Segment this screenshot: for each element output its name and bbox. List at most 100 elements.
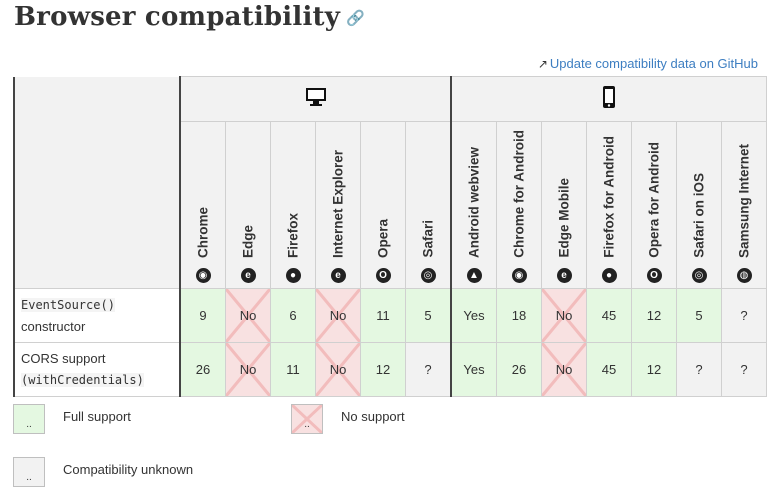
support-cell[interactable]: 5 [405, 288, 452, 343]
support-cell[interactable]: No [541, 342, 587, 397]
browser-header: Safari on iOS ◎ [676, 121, 722, 289]
support-value: 45 [601, 362, 617, 377]
support-cell[interactable]: ? [721, 288, 767, 343]
feature-code: EventSource() [21, 298, 115, 312]
legend-no-label: No support [341, 409, 405, 424]
support-cell[interactable]: 12 [631, 342, 677, 397]
support-value: 18 [511, 308, 527, 323]
support-value: No [555, 362, 573, 377]
support-cell[interactable]: 12 [631, 288, 677, 343]
support-cell[interactable]: 45 [586, 342, 632, 397]
support-cell[interactable]: ? [676, 342, 722, 397]
browser-header: Samsung Internet ◍ [721, 121, 767, 289]
platform-desktop [179, 76, 452, 122]
browser-name: Safari on iOS [691, 173, 707, 258]
browser-header: Opera O [360, 121, 406, 289]
browser-name: Safari [420, 220, 436, 258]
external-link-icon: ↗ [537, 57, 548, 71]
support-cell[interactable]: 12 [360, 342, 406, 397]
page-title: Browser compatibility 🔗 [14, 2, 365, 32]
github-link-label[interactable]: Update compatibility data on GitHub [549, 56, 758, 71]
support-cell[interactable]: No [225, 288, 271, 343]
support-value: 11 [376, 308, 390, 323]
support-cell[interactable]: 18 [496, 288, 542, 343]
support-value: 45 [601, 308, 617, 323]
browser-name: Firefox [285, 212, 301, 258]
support-value: 5 [695, 308, 703, 323]
desktop-icon [305, 87, 326, 106]
heading-text: Browser compatibility [14, 2, 341, 32]
support-cell[interactable]: ? [405, 342, 452, 397]
android-icon: ▲ [466, 268, 482, 283]
support-cell[interactable]: No [225, 342, 271, 397]
browser-header: Edge Mobile e [541, 121, 587, 289]
feature-text: constructor [21, 319, 86, 334]
github-link[interactable]: ↗ Update compatibility data on GitHub [538, 56, 758, 71]
support-value: No [239, 308, 257, 323]
browser-name: Opera for Android [646, 142, 662, 258]
support-value: 12 [646, 362, 662, 377]
browser-name: Chrome for Android [511, 130, 527, 258]
support-cell[interactable]: 6 [270, 288, 316, 343]
firefox-icon: ● [601, 268, 617, 283]
feature-code: (withCredentials) [21, 373, 144, 387]
support-value: No [329, 308, 347, 323]
legend-full-swatch: .. [13, 404, 45, 434]
browser-header: Edge e [225, 121, 271, 289]
compat-table: Chrome ◉ Edge e Firefox ● Internet Explorer e Op… [13, 76, 767, 397]
support-value: 12 [646, 308, 662, 323]
browser-header: Android webview ▲ [450, 121, 497, 289]
link-icon[interactable]: 🔗 [346, 9, 365, 27]
feature-name: EventSource() constructor [13, 288, 181, 343]
support-value: 6 [289, 308, 297, 323]
safari-icon: ◎ [420, 268, 436, 283]
support-value: 12 [375, 362, 391, 377]
support-value: No [329, 362, 347, 377]
browser-name: Android webview [466, 146, 482, 258]
support-cell[interactable]: 9 [179, 288, 226, 343]
browser-name: Firefox for Android [601, 136, 617, 258]
mobile-icon [603, 85, 615, 108]
support-cell[interactable]: 26 [496, 342, 542, 397]
support-cell[interactable]: No [541, 288, 587, 343]
support-cell[interactable]: No [315, 288, 361, 343]
support-cell[interactable]: 45 [586, 288, 632, 343]
table-row: CORS support (withCredentials) 26 No 11 No 12?… [13, 342, 767, 397]
legend-unknown-label: Compatibility unknown [63, 462, 194, 477]
browser-name: Opera [375, 218, 391, 258]
support-value: ? [740, 308, 748, 323]
support-value: ? [740, 362, 748, 377]
samsung-icon: ◍ [736, 268, 752, 283]
support-value: ? [695, 362, 703, 377]
browser-header: Internet Explorer e [315, 121, 361, 289]
chrome-icon: ◉ [195, 268, 211, 283]
ie-icon: e [330, 268, 346, 283]
browser-header: Opera for Android O [631, 121, 677, 289]
opera-icon: O [375, 268, 391, 283]
browser-header: Chrome ◉ [179, 121, 226, 289]
support-cell[interactable]: 26 [179, 342, 226, 397]
support-cell[interactable]: No [315, 342, 361, 397]
support-value: 26 [195, 362, 211, 377]
support-cell[interactable]: 5 [676, 288, 722, 343]
legend-no-swatch: .. [291, 404, 323, 434]
browser-name: Samsung Internet [736, 143, 752, 258]
browser-header: Chrome for Android ◉ [496, 121, 542, 289]
edge-icon: e [556, 268, 572, 283]
support-cell[interactable]: ? [721, 342, 767, 397]
browser-header: Safari ◎ [405, 121, 452, 289]
browser-header: Firefox for Android ● [586, 121, 632, 289]
support-value: 5 [424, 308, 432, 323]
support-value: 26 [511, 362, 527, 377]
feature-name: CORS support (withCredentials) [13, 342, 181, 397]
support-cell[interactable]: 11 [360, 288, 406, 343]
support-cell[interactable]: Yes [450, 288, 497, 343]
table-row: EventSource() constructor 9 No 6 No 11 5 Yes 18 No… [13, 288, 767, 343]
browser-header: Firefox ● [270, 121, 316, 289]
firefox-icon: ● [285, 268, 301, 283]
support-cell[interactable]: 11 [270, 342, 316, 397]
legend-full-label: Full support [63, 409, 131, 424]
platform-mobile [450, 76, 767, 122]
feature-text: CORS support [21, 351, 106, 366]
support-cell[interactable]: Yes [450, 342, 497, 397]
